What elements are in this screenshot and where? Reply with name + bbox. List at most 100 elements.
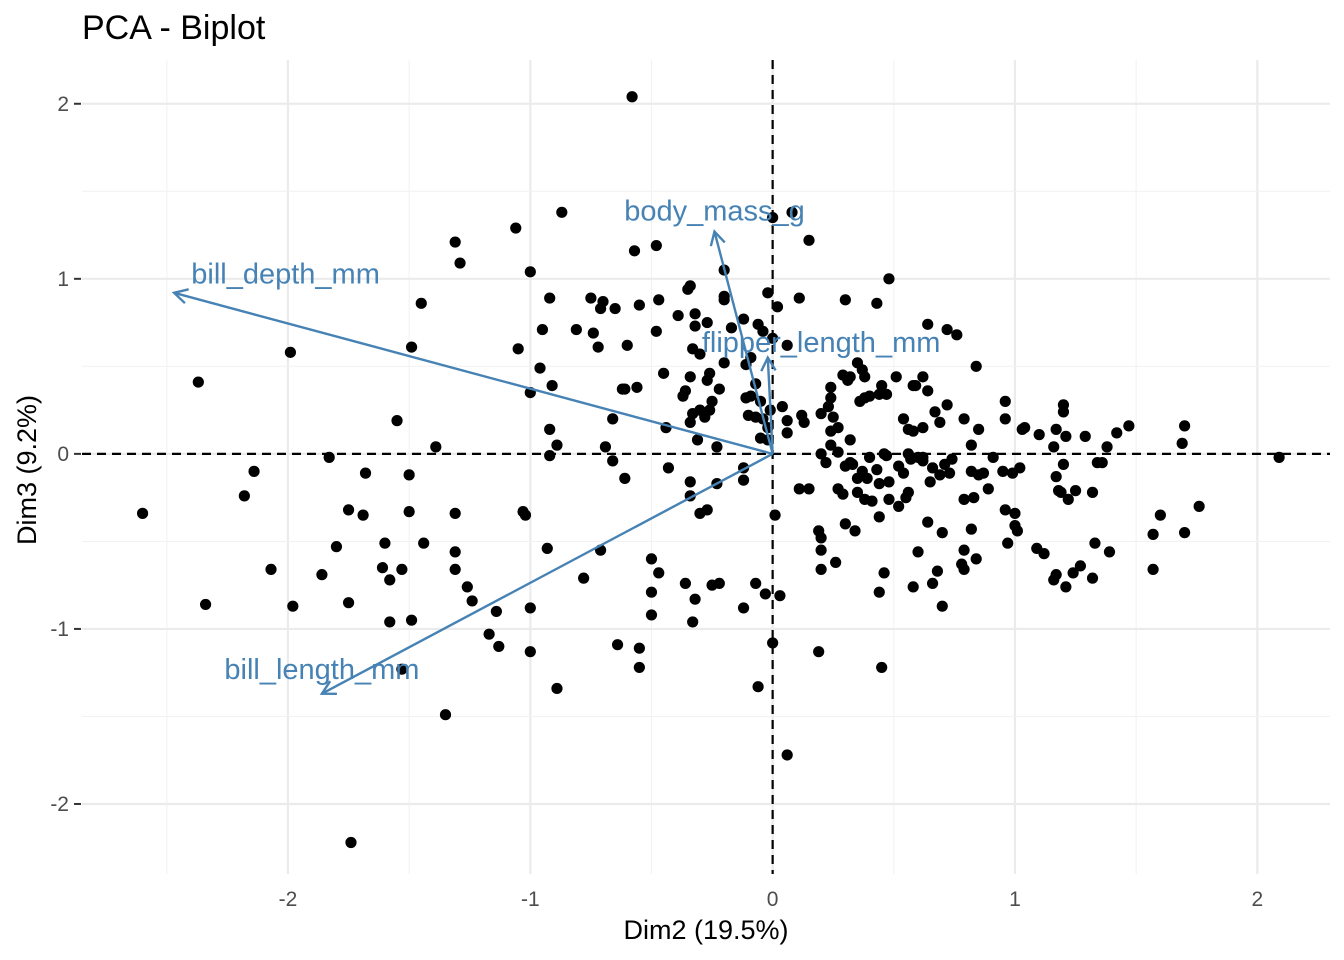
data-point-45 [757,325,769,337]
data-point-225 [1067,567,1079,579]
data-point-282 [825,381,837,393]
data-point-73 [699,411,711,423]
data-point-37 [650,325,662,337]
x-tick-label-0: -2 [279,888,298,911]
vector-arrowhead-body_mass_g [709,229,726,247]
data-point-301 [827,411,839,423]
data-point-21 [633,299,645,311]
data-point-156 [551,682,563,695]
data-point-319 [878,448,890,460]
data-point-124 [449,563,461,576]
data-point-246 [1060,430,1072,442]
data-point-92 [607,455,619,467]
data-point-178 [873,511,885,523]
data-point-169 [815,532,827,544]
data-point-199 [946,453,958,465]
data-point-122 [418,537,430,549]
data-point-145 [679,577,692,590]
data-point-210 [958,493,970,505]
data-point-302 [825,425,837,437]
data-point-231 [1154,509,1166,521]
data-point-215 [999,504,1011,516]
data-point-289 [897,413,910,425]
data-point-265 [973,423,985,435]
data-point-250 [1016,423,1028,435]
data-point-146 [689,593,701,605]
data-point-142 [653,567,665,579]
data-point-180 [820,457,832,469]
data-point-89 [551,439,563,451]
data-point-244 [1033,429,1045,441]
data-point-120 [376,562,389,574]
data-point-131 [384,616,396,628]
data-point-269 [922,318,934,330]
data-point-39 [689,308,701,320]
data-point-247 [1079,430,1091,442]
data-point-4 [449,236,461,248]
data-point-228 [1089,537,1101,549]
data-point-5 [510,222,522,234]
vector-label-flipper_length_mm: flipper_length_mm [702,327,941,359]
data-point-274 [876,380,888,392]
data-point-223 [1050,569,1062,581]
data-point-329 [1014,462,1026,474]
data-point-94 [619,472,631,484]
data-point-108 [359,467,372,479]
data-point-16 [544,292,556,304]
vector-line-bill_depth_mm [173,291,773,456]
data-point-130 [287,600,299,612]
data-point-40 [689,320,701,332]
data-point-314 [861,472,873,484]
data-point-55 [546,380,558,392]
data-point-219 [1011,525,1023,537]
data-point-35 [592,341,604,353]
data-point-115 [519,509,532,521]
x-tick-label-2: 0 [767,888,779,911]
data-point-201 [907,581,919,593]
vector-arrowhead-flipper_length_mm [760,355,777,372]
data-point-259 [1176,437,1188,449]
data-point-135 [493,640,505,653]
data-point-132 [405,614,418,626]
reference-lines [82,60,1330,874]
data-point-74 [740,392,752,404]
data-point-175 [849,525,861,537]
data-point-317 [893,460,905,472]
data-point-297 [907,380,919,392]
vector-line-flipper_length_mm [766,357,774,454]
data-point-153 [611,639,624,651]
data-point-280 [871,297,883,309]
data-point-52 [781,339,793,351]
data-point-144 [645,609,658,621]
data-point-19 [594,302,607,315]
x-tick-label-3: 1 [1009,888,1021,911]
data-point-181 [815,448,827,460]
y-tick-label-1: -1 [50,618,69,641]
data-point-126 [466,595,478,607]
data-point-61 [684,371,696,383]
data-point-150 [750,577,762,590]
data-point-166 [793,483,805,495]
data-point-237 [1062,493,1074,505]
data-point-43 [737,313,750,325]
data-point-160 [396,663,408,675]
data-point-147 [687,616,699,628]
data-point-22 [653,294,665,306]
variable-vector-body_mass_g: body_mass_g [624,196,805,455]
data-point-287 [863,390,876,402]
data-point-106 [136,507,149,519]
data-point-149 [706,579,718,591]
data-point-306 [776,401,788,413]
data-point-183 [851,486,864,498]
data-point-185 [866,495,878,507]
x-tick-label-4: 2 [1251,888,1263,911]
data-point-118 [379,537,391,549]
data-point-54 [534,362,546,374]
variable-vector-bill_depth_mm: bill_depth_mm [171,259,773,456]
data-point-165 [769,509,781,521]
data-point-2 [786,206,798,218]
y-tick-label-4: 2 [57,93,69,116]
data-point-214 [982,483,994,495]
data-point-226 [1074,560,1086,572]
y-tick-label-3: 1 [57,268,69,291]
